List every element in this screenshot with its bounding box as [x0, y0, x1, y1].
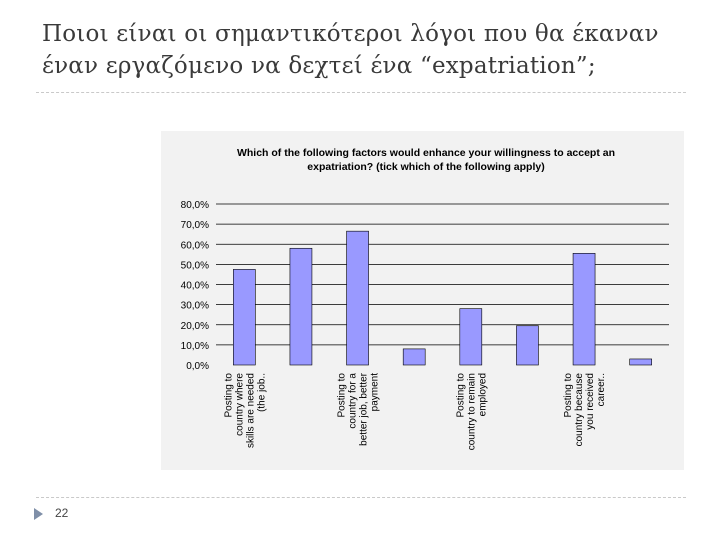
chart-x-axis-labels: Posting to country where skills are needed… — [223, 372, 607, 450]
x-category-label-line: Posting to — [223, 373, 234, 418]
slide-title: Ποιοι είναι οι σημαντικότεροι λόγοι που … — [42, 18, 702, 82]
x-category-label-line: country because — [574, 373, 585, 447]
y-tick-label: 20,0% — [181, 321, 209, 332]
page-number: 22 — [55, 506, 69, 520]
x-category-label: Posting to country to remain employed — [455, 373, 488, 451]
x-category-label: Posting to country where skills are needed… — [223, 373, 267, 448]
footer-triangle-icon — [34, 508, 43, 520]
y-tick-label: 50,0% — [181, 260, 209, 271]
x-category-label-line: Posting to — [337, 373, 348, 418]
chart-bar — [402, 348, 426, 366]
chart-bar — [516, 325, 539, 366]
bar-chart: Which of the following factors would enh… — [161, 131, 684, 470]
y-tick-label: 80,0% — [181, 200, 209, 211]
x-category-label-line: Posting to — [563, 373, 574, 418]
title-divider — [36, 92, 686, 93]
chart-bar — [459, 308, 483, 366]
chart-bar — [346, 230, 369, 366]
y-tick-label: 60,0% — [181, 240, 209, 251]
x-category-label: Posting to country because you received car… — [563, 373, 607, 447]
chart-gridlines — [216, 203, 669, 346]
slide-title-line-1: Ποιοι είναι οι σημαντικότεροι λόγοι που … — [42, 21, 659, 47]
y-tick-label: 70,0% — [181, 220, 209, 231]
footer-divider — [36, 497, 686, 498]
chart-title-line-1: Which of the following factors would enh… — [237, 147, 615, 159]
x-category-label-line: payment — [370, 373, 381, 412]
x-category-label-line: skills are needed — [245, 373, 256, 448]
chart-bars — [233, 230, 652, 366]
x-category-label-line: country to remain — [466, 373, 477, 450]
x-category-label-line: country for a — [348, 373, 359, 429]
chart-bar — [289, 247, 313, 366]
y-tick-label: 30,0% — [181, 301, 209, 312]
x-category-label-line: employed — [477, 373, 488, 416]
x-category-label-line: (the job.. — [256, 373, 267, 412]
x-category-label-line: you received — [585, 373, 596, 430]
y-tick-label: 0,0% — [186, 361, 209, 372]
chart-title-line-2: expatriation? (tick which of the followi… — [307, 161, 544, 173]
x-category-label-line: country where — [234, 373, 245, 436]
slide-title-line-2: έναν εργαζόμενο να δεχτεί ένα “expatriat… — [42, 53, 596, 79]
x-category-label: Posting to country for a better job, bette… — [337, 372, 381, 445]
chart-y-axis-ticks: 80,0% 70,0% 60,0% 50,0% 40,0% 30,0% 20,0% 10,0%… — [181, 200, 209, 372]
x-category-label-line: better job, better — [359, 372, 370, 445]
chart-bar — [233, 269, 256, 366]
y-tick-label: 10,0% — [181, 341, 209, 352]
bar-chart-canvas: Which of the following factors would enh… — [181, 147, 669, 450]
y-tick-label: 40,0% — [181, 281, 209, 292]
x-category-label-line: career.. — [596, 373, 607, 406]
chart-bar — [629, 358, 652, 366]
chart-bar — [572, 253, 596, 366]
x-category-label-line: Posting to — [455, 373, 466, 418]
